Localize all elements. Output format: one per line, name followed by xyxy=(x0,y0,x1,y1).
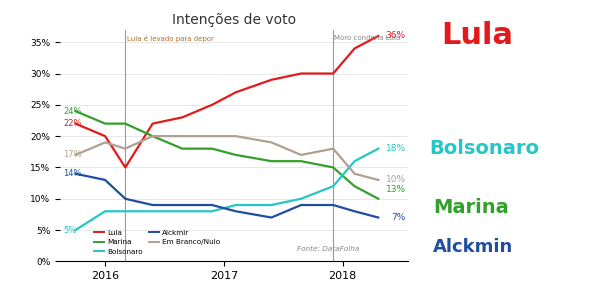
Text: Lula: Lula xyxy=(441,21,513,50)
Text: Fonte: DataFolha: Fonte: DataFolha xyxy=(296,246,359,252)
Text: Alckmin: Alckmin xyxy=(433,238,514,255)
Text: 22%: 22% xyxy=(64,119,82,128)
Text: Bolsonaro: Bolsonaro xyxy=(429,139,539,158)
Text: 36%: 36% xyxy=(385,31,406,40)
Title: Intenções de voto: Intenções de voto xyxy=(172,13,296,27)
Text: 14%: 14% xyxy=(64,169,82,178)
Text: Marina: Marina xyxy=(433,198,509,217)
Text: 7%: 7% xyxy=(391,213,406,222)
Text: 13%: 13% xyxy=(385,185,406,194)
Text: Moro condena Lula: Moro condena Lula xyxy=(334,35,401,41)
Text: 5%: 5% xyxy=(64,225,77,235)
Text: 18%: 18% xyxy=(385,144,406,153)
Text: Lula é levado para depor: Lula é levado para depor xyxy=(127,35,214,42)
Legend: Lula, Marina, Bolsonaro, Alckmir, Em Branco/Nulo: Lula, Marina, Bolsonaro, Alckmir, Em Bra… xyxy=(91,227,223,258)
Text: 10%: 10% xyxy=(385,176,406,184)
Text: 24%: 24% xyxy=(64,107,82,116)
Text: 17%: 17% xyxy=(64,150,82,159)
